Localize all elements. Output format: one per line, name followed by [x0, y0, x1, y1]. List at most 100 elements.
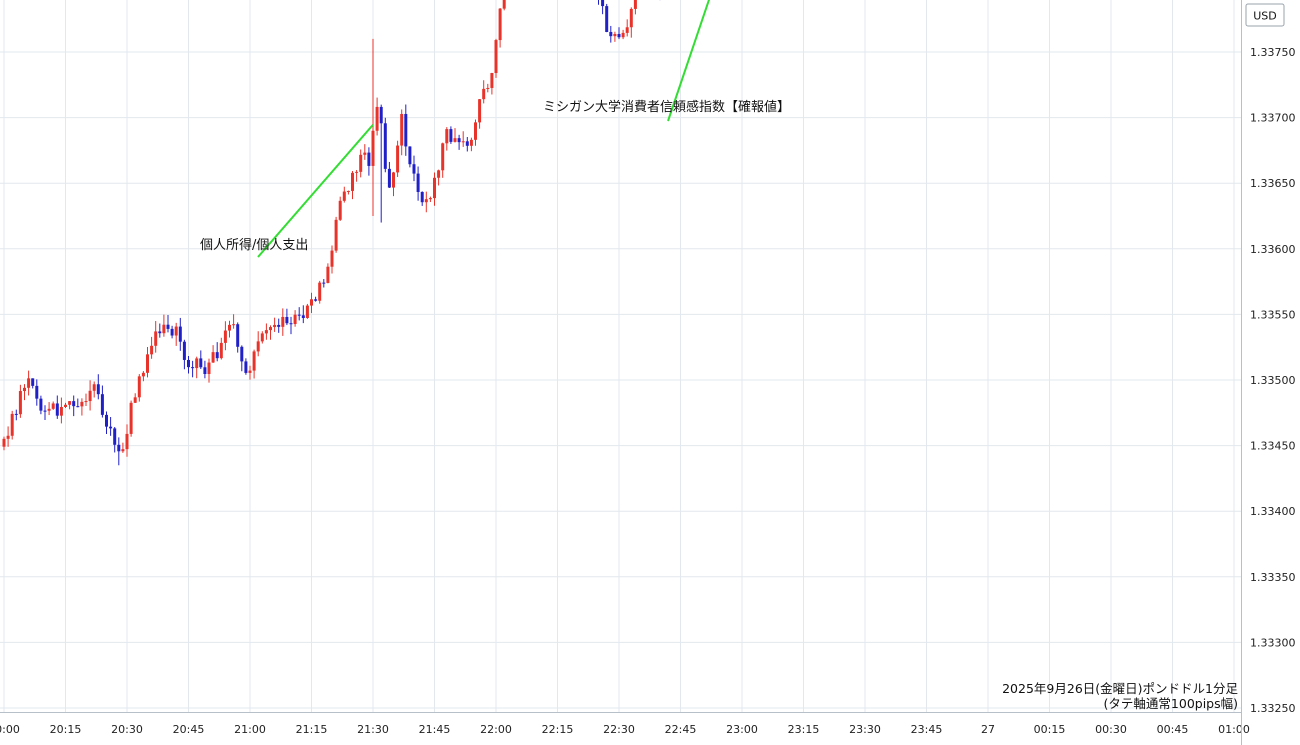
x-tick-label: 23:45 — [911, 723, 943, 736]
candle — [318, 280, 322, 304]
candle-body — [502, 0, 506, 9]
candle-body — [72, 401, 76, 407]
candle-body — [10, 413, 14, 436]
candle-body — [445, 129, 449, 144]
candle — [449, 126, 453, 144]
x-tick-label: 00:45 — [1157, 723, 1189, 736]
candle — [203, 360, 207, 379]
candle-body — [170, 328, 174, 336]
x-tick-label: 27 — [981, 723, 995, 736]
candle-body — [215, 352, 219, 359]
candle-body — [621, 32, 625, 38]
candle-body — [363, 152, 367, 155]
candle — [629, 7, 633, 38]
candle-body — [482, 88, 486, 100]
y-tick-label: 1.33450 — [1250, 440, 1296, 453]
candle-body — [76, 406, 80, 408]
candle — [207, 358, 211, 383]
candle-body — [383, 123, 387, 169]
candle-body — [392, 172, 395, 188]
candle — [490, 72, 494, 95]
candle-body — [117, 444, 121, 452]
candle-body — [289, 323, 293, 325]
candle — [96, 374, 100, 400]
candle — [191, 360, 195, 378]
candle — [305, 303, 309, 319]
candle — [277, 318, 281, 333]
candle — [150, 336, 154, 359]
candle-body — [129, 402, 133, 434]
candle — [174, 322, 178, 346]
candle-body — [14, 413, 18, 415]
candle — [342, 186, 346, 203]
candle-body — [498, 8, 502, 41]
candle-body — [277, 324, 281, 327]
candle-body — [23, 387, 26, 392]
x-tick-label: 21:30 — [357, 723, 389, 736]
candle — [379, 104, 383, 223]
candle — [51, 401, 55, 410]
candle — [187, 356, 190, 374]
candles — [2, 0, 661, 466]
currency-box[interactable] — [1245, 3, 1285, 27]
candle-body — [105, 414, 108, 427]
candle — [416, 166, 420, 201]
candle — [334, 216, 338, 253]
candle-body — [404, 113, 408, 147]
candle-body — [293, 314, 297, 325]
candle-body — [285, 316, 289, 324]
candle — [625, 19, 629, 37]
candle-body — [408, 146, 412, 165]
y-tick-label: 1.33750 — [1250, 46, 1296, 59]
candle-body — [326, 266, 330, 283]
candle-body — [318, 282, 322, 301]
candle-body — [269, 327, 272, 331]
candle — [162, 314, 166, 337]
y-tick-label: 1.33400 — [1250, 505, 1296, 518]
candle-body — [35, 385, 39, 399]
candle-body — [437, 170, 441, 178]
candle — [363, 144, 367, 160]
candle — [297, 307, 301, 321]
candle-body — [613, 33, 617, 37]
candle — [605, 3, 609, 33]
candle-body — [31, 378, 35, 386]
candle-body — [96, 384, 100, 395]
candle — [486, 83, 490, 93]
candle — [105, 411, 108, 434]
x-tick-label: 20:00 — [0, 723, 20, 736]
candle-body — [88, 390, 92, 402]
candle — [18, 384, 22, 418]
candle — [223, 321, 227, 351]
x-tick-label: 21:15 — [296, 723, 328, 736]
candle — [6, 426, 10, 447]
candle-body — [478, 99, 482, 123]
candle-body — [150, 345, 154, 355]
candle — [14, 409, 18, 421]
candle — [502, 0, 506, 11]
candle — [121, 442, 125, 453]
candle — [240, 345, 244, 372]
candle — [314, 296, 318, 302]
x-tick-label: 22:00 — [480, 723, 512, 736]
candle-body — [342, 191, 346, 201]
candle — [498, 8, 502, 48]
candle — [76, 398, 80, 408]
y-tick-label: 1.33700 — [1250, 112, 1296, 125]
candle-body — [264, 330, 268, 334]
y-tick-label: 1.33550 — [1250, 308, 1296, 321]
candle-body — [412, 164, 416, 174]
candle-body — [457, 138, 461, 143]
candle-body — [174, 326, 178, 336]
x-tick-label: 00:30 — [1095, 723, 1127, 736]
x-tick-label: 21:45 — [419, 723, 451, 736]
candle — [598, 0, 599, 5]
candle — [285, 308, 289, 326]
candle — [154, 321, 158, 353]
candle-body — [113, 428, 117, 445]
candle-body — [322, 282, 326, 284]
candle-body — [182, 341, 186, 360]
candle-body — [59, 406, 63, 416]
candle-body — [43, 410, 47, 412]
candle — [310, 292, 313, 313]
